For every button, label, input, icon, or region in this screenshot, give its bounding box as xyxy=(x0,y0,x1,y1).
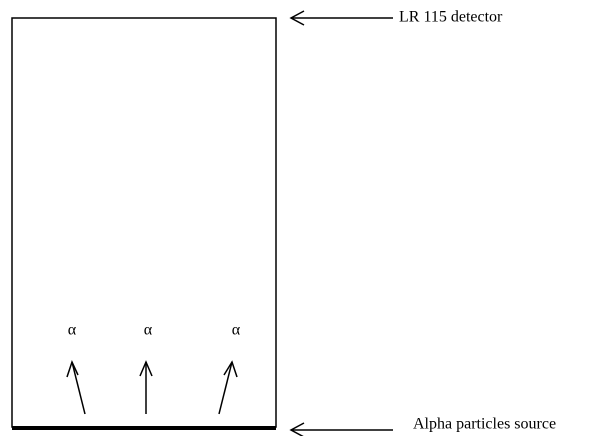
detector-pointer xyxy=(289,10,393,26)
source-pointer xyxy=(289,422,393,436)
alpha-symbol: α xyxy=(68,322,77,339)
particle-arrow xyxy=(66,359,86,415)
particle-arrow xyxy=(139,360,153,414)
alpha-symbol: α xyxy=(232,322,241,339)
source-label: Alpha particles source xyxy=(413,416,556,433)
detector-label: LR 115 detector xyxy=(399,9,503,26)
particle-arrow xyxy=(218,360,238,415)
alpha-symbol: α xyxy=(144,322,153,339)
